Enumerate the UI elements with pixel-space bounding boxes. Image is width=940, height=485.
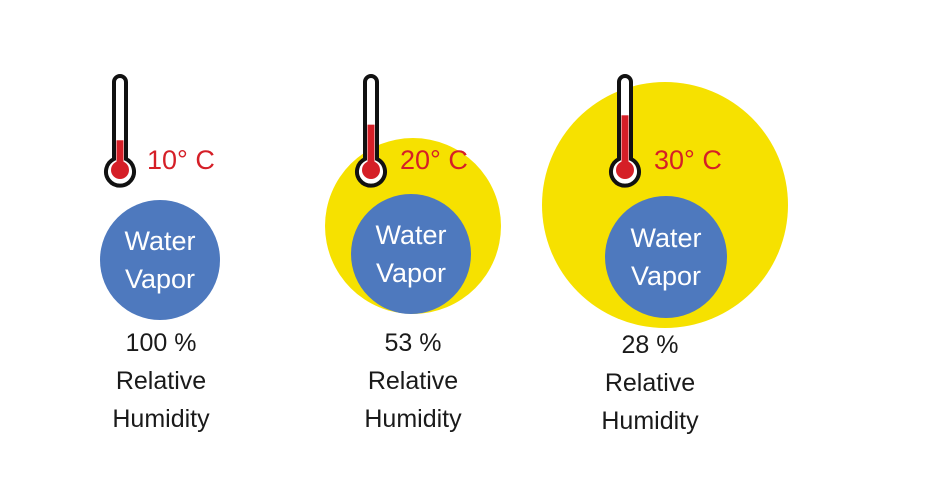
vapor-label-line1: Water <box>124 226 196 256</box>
vapor-label-line1: Water <box>375 220 447 250</box>
humidity-caption: 100 % Relative Humidity <box>61 324 261 438</box>
panel-30c: Water Vapor 30° C 28 % Relative Humidity <box>540 0 800 485</box>
temperature-label: 10° C <box>147 145 215 175</box>
humidity-label-line1: Relative <box>115 367 207 395</box>
thermometer-icon <box>609 74 641 188</box>
humidity-label-line2: Humidity <box>112 405 210 433</box>
panel-10c: Water Vapor 10° C 100 % Relative Humidit… <box>0 0 300 485</box>
water-vapor-circle: Water Vapor <box>605 196 727 318</box>
humidity-value: 28 % <box>621 331 679 359</box>
water-vapor-circle: Water Vapor <box>351 194 471 314</box>
thermometer-liquid <box>621 115 629 170</box>
vapor-label-line1: Water <box>630 223 702 253</box>
thermometer-icon <box>355 74 387 188</box>
humidity-label-line1: Relative <box>367 367 459 395</box>
thermometer-icon <box>104 74 136 188</box>
humidity-caption: 28 % Relative Humidity <box>550 326 750 440</box>
thermometer-liquid <box>116 140 124 170</box>
thermometer-liquid <box>367 124 375 170</box>
thermometer-tube <box>104 74 136 188</box>
panel-20c: Water Vapor 20° C 53 % Relative Humidity <box>300 0 550 485</box>
temperature-label: 30° C <box>654 145 722 175</box>
vapor-label-line2: Vapor <box>375 258 447 288</box>
humidity-label-line1: Relative <box>604 369 696 397</box>
humidity-caption: 53 % Relative Humidity <box>313 324 513 438</box>
vapor-label-line2: Vapor <box>124 264 196 294</box>
humidity-label-line2: Humidity <box>601 407 699 435</box>
humidity-value: 100 % <box>125 329 197 357</box>
vapor-label-line2: Vapor <box>630 261 702 291</box>
humidity-label-line2: Humidity <box>364 405 462 433</box>
humidity-value: 53 % <box>384 329 442 357</box>
temperature-label: 20° C <box>400 145 468 175</box>
water-vapor-circle: Water Vapor <box>100 200 220 320</box>
